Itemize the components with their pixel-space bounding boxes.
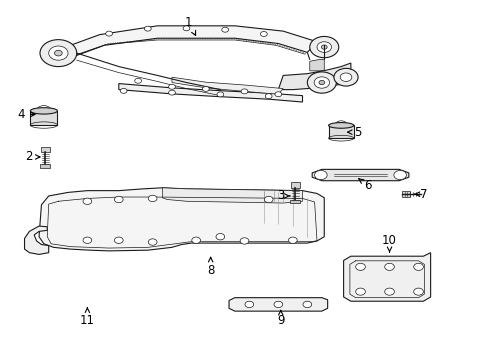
Circle shape [144,26,151,31]
Polygon shape [24,226,49,255]
Text: 10: 10 [381,234,396,252]
Circle shape [120,88,127,93]
Text: 9: 9 [276,310,284,327]
Circle shape [313,77,329,88]
Circle shape [168,90,175,95]
Circle shape [314,170,326,180]
Circle shape [288,237,297,243]
Circle shape [114,196,123,203]
Text: 8: 8 [206,257,214,277]
Circle shape [355,288,365,295]
Circle shape [264,196,272,203]
Circle shape [148,195,157,202]
Circle shape [222,27,228,32]
Circle shape [105,31,112,36]
Circle shape [83,198,92,204]
Circle shape [217,92,223,97]
Circle shape [274,92,281,97]
Circle shape [333,68,357,86]
Circle shape [384,263,393,270]
Circle shape [307,72,336,93]
Circle shape [191,237,200,243]
Circle shape [168,84,175,89]
Circle shape [49,46,68,60]
Circle shape [321,45,326,49]
Polygon shape [119,84,302,102]
Polygon shape [162,188,302,203]
Polygon shape [311,169,408,181]
Bar [328,125,353,138]
Bar [401,192,409,197]
Polygon shape [343,253,430,301]
Text: 5: 5 [347,126,361,139]
Circle shape [265,94,271,99]
Circle shape [216,234,224,240]
Text: 6: 6 [358,179,371,192]
Circle shape [355,263,365,270]
Bar [41,147,50,152]
Bar [41,165,50,168]
Circle shape [334,121,347,130]
Text: 2: 2 [25,150,40,163]
Text: 1: 1 [185,16,195,35]
Circle shape [413,263,423,270]
Circle shape [183,26,189,31]
Text: 7: 7 [413,188,426,201]
Polygon shape [39,188,324,251]
Circle shape [135,78,141,83]
Circle shape [303,301,311,307]
Ellipse shape [328,123,353,128]
Polygon shape [309,59,324,71]
Circle shape [393,170,406,180]
Circle shape [273,301,282,307]
Text: 11: 11 [80,308,95,327]
Polygon shape [228,298,327,311]
Circle shape [148,239,157,245]
Circle shape [309,36,338,58]
Circle shape [413,288,423,295]
Polygon shape [65,26,316,58]
Circle shape [37,105,51,116]
Circle shape [260,31,266,36]
Circle shape [340,73,351,81]
Polygon shape [278,63,350,90]
Polygon shape [172,77,283,94]
Text: 3: 3 [277,189,289,202]
Circle shape [384,288,393,295]
Circle shape [83,237,92,243]
Circle shape [240,238,248,244]
Ellipse shape [30,108,57,114]
Circle shape [316,42,331,53]
Bar [290,182,299,188]
Circle shape [318,80,324,85]
Circle shape [202,86,209,91]
Circle shape [54,50,62,56]
Circle shape [241,89,247,94]
Text: 4: 4 [18,108,35,121]
Circle shape [114,237,123,243]
Circle shape [244,301,253,307]
Bar [290,200,300,203]
Circle shape [40,40,77,67]
Bar [30,111,57,125]
